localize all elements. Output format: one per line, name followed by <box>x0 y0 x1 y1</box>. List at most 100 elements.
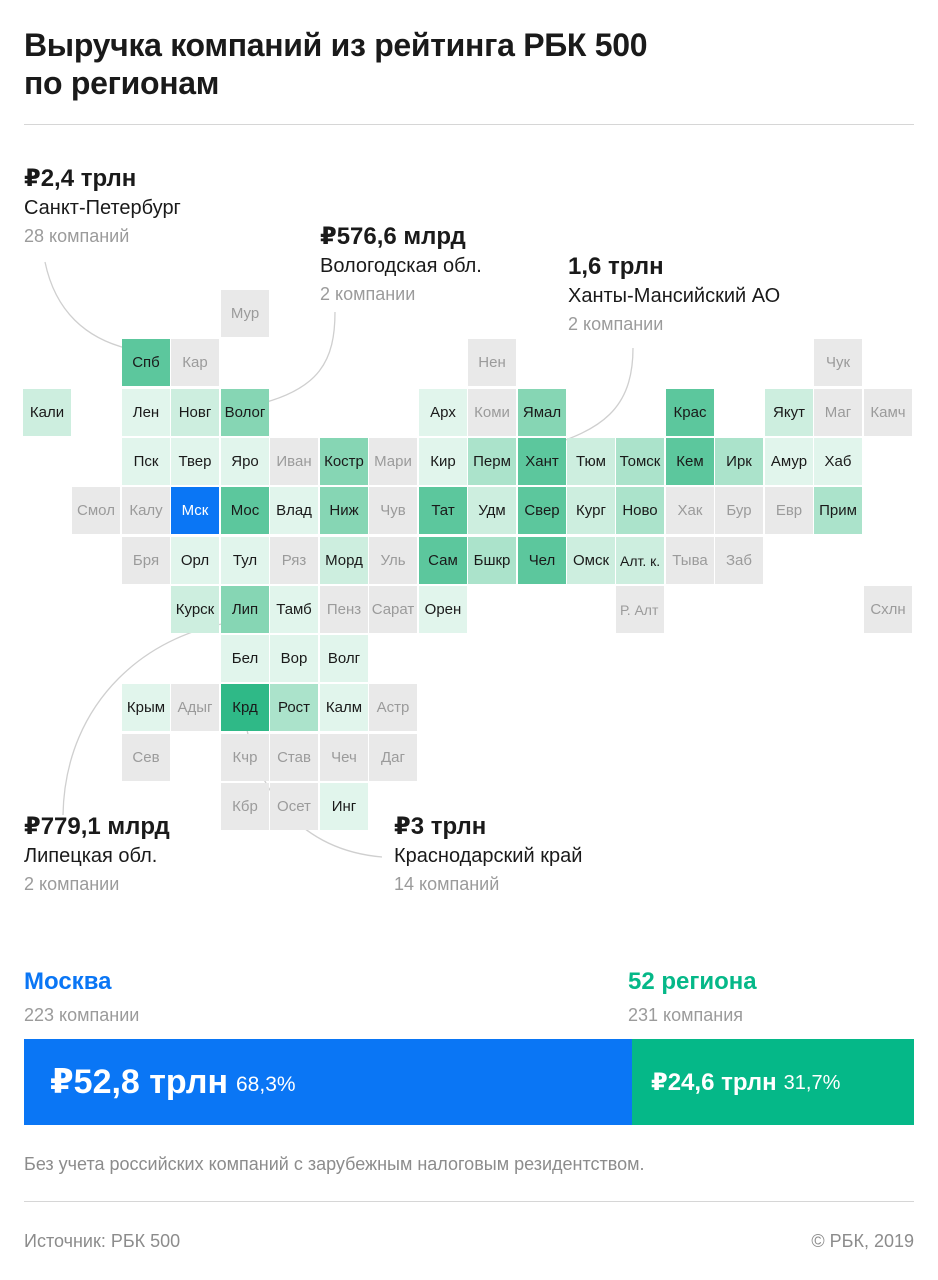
map-tile-удм: Удм <box>468 487 516 534</box>
callout-lipetsk: ₽779,1 млрд Липецкая обл. 2 компании <box>24 812 170 898</box>
regions-revenue-bar: ₽24,6 трлн 31,7% <box>632 1039 914 1125</box>
callout-companies: 2 компании <box>568 314 664 334</box>
map-tile-якут: Якут <box>765 389 813 436</box>
map-tile-кир: Кир <box>419 438 467 485</box>
map-tile-амур: Амур <box>765 438 813 485</box>
map-tile-пенз: Пенз <box>320 586 368 633</box>
map-tile-ирк: Ирк <box>715 438 763 485</box>
regions-summary-companies: 231 компания <box>628 1005 743 1025</box>
map-tile-крым: Крым <box>122 684 170 731</box>
map-tile-яро: Яро <box>221 438 269 485</box>
callout-value: ₽2,4 трлн <box>24 165 137 192</box>
callout-value: ₽576,6 млрд <box>320 223 466 250</box>
map-tile-кем: Кем <box>666 438 714 485</box>
callout-companies: 28 компаний <box>24 226 130 246</box>
bottom-divider <box>24 1201 914 1202</box>
map-tile-тыва: Тыва <box>666 537 714 584</box>
map-tile-кар: Кар <box>171 339 219 386</box>
map-tile-ниж: Ниж <box>320 487 368 534</box>
map-tile-вор: Вор <box>270 635 318 682</box>
map-tile-кали: Кали <box>23 389 71 436</box>
map-tile-став: Став <box>270 734 318 781</box>
map-tile-твер: Твер <box>171 438 219 485</box>
map-tile-хаб: Хаб <box>814 438 862 485</box>
map-tile-калу: Калу <box>122 487 170 534</box>
map-tile-астр: Астр <box>369 684 417 731</box>
callout-krasnodar: ₽3 трлн Краснодарский край 14 компаний <box>394 812 582 898</box>
map-tile-иван: Иван <box>270 438 318 485</box>
map-tile-новг: Новг <box>171 389 219 436</box>
map-tile-бел: Бел <box>221 635 269 682</box>
callout-companies: 14 компаний <box>394 874 500 894</box>
map-tile-р-алт: Р. Алт <box>616 586 664 633</box>
callout-region: Краснодарский край <box>394 845 583 867</box>
map-tile-перм: Перм <box>468 438 516 485</box>
map-tile-калм: Калм <box>320 684 368 731</box>
regions-revenue-value: ₽24,6 трлн <box>651 1068 777 1096</box>
map-tile-осет: Осет <box>270 783 318 830</box>
map-tile-бря: Бря <box>122 537 170 584</box>
map-tile-спб: Спб <box>122 339 170 386</box>
map-tile-лен: Лен <box>122 389 170 436</box>
map-tile-орл: Орл <box>171 537 219 584</box>
map-tile-пск: Пск <box>122 438 170 485</box>
map-tile-алт-к: Алт. к. <box>616 537 664 584</box>
map-tile-кург: Кург <box>567 487 615 534</box>
map-tile-морд: Морд <box>320 537 368 584</box>
copyright: © РБК, 2019 <box>811 1231 914 1251</box>
map-tile-чук: Чук <box>814 339 862 386</box>
callout-companies: 2 компании <box>24 874 120 894</box>
callout-region: Санкт-Петербург <box>24 197 181 219</box>
callout-value: ₽779,1 млрд <box>24 813 170 840</box>
moscow-summary-companies: 223 компании <box>24 1005 140 1025</box>
map-tile-бшкр: Бшкр <box>468 537 516 584</box>
map-tile-курск: Курск <box>171 586 219 633</box>
map-tile-костр: Костр <box>320 438 368 485</box>
map-tile-маг: Маг <box>814 389 862 436</box>
map-tile-мур: Мур <box>221 290 269 337</box>
callout-value: 1,6 трлн <box>568 253 664 280</box>
map-tile-сев: Сев <box>122 734 170 781</box>
map-tile-мск: Мск <box>171 487 219 534</box>
map-tile-свер: Свер <box>518 487 566 534</box>
footnote: Без учета российских компаний с зарубежн… <box>24 1154 645 1174</box>
map-tile-тул: Тул <box>221 537 269 584</box>
map-tile-ряз: Ряз <box>270 537 318 584</box>
map-tile-даг: Даг <box>369 734 417 781</box>
map-tile-тат: Тат <box>419 487 467 534</box>
callout-region: Вологодская обл. <box>320 255 482 277</box>
map-tile-бур: Бур <box>715 487 763 534</box>
map-tile-влад: Влад <box>270 487 318 534</box>
map-tile-хак: Хак <box>666 487 714 534</box>
callout-companies: 2 компании <box>320 284 416 304</box>
map-tile-уль: Уль <box>369 537 417 584</box>
map-tile-крд: Крд <box>221 684 269 731</box>
callout-region: Липецкая обл. <box>24 845 158 867</box>
callout-value: ₽3 трлн <box>394 813 487 840</box>
map-tile-чув: Чув <box>369 487 417 534</box>
map-tile-крас: Крас <box>666 389 714 436</box>
map-tile-тюм: Тюм <box>567 438 615 485</box>
moscow-revenue-percent: 68,3% <box>236 1073 296 1096</box>
callout-region: Ханты-Мансийский АО <box>568 285 781 307</box>
map-tile-евр: Евр <box>765 487 813 534</box>
map-tile-схлн: Схлн <box>864 586 912 633</box>
map-tile-ново: Ново <box>616 487 664 534</box>
map-tile-инг: Инг <box>320 783 368 830</box>
map-tile-рост: Рост <box>270 684 318 731</box>
map-tile-камч: Камч <box>864 389 912 436</box>
top-divider <box>24 124 914 125</box>
map-tile-заб: Заб <box>715 537 763 584</box>
moscow-revenue-value: ₽52,8 трлн <box>50 1063 228 1101</box>
title-line-1: Выручка компаний из рейтинга РБК 500 <box>24 27 648 63</box>
map-tile-адыг: Адыг <box>171 684 219 731</box>
map-tile-прим: Прим <box>814 487 862 534</box>
map-tile-кчр: Кчр <box>221 734 269 781</box>
page-title: Выручка компаний из рейтинга РБК 500 по … <box>24 26 914 102</box>
map-tile-тамб: Тамб <box>270 586 318 633</box>
source-note: Источник: РБК 500 <box>24 1231 181 1251</box>
map-tile-сарат: Сарат <box>369 586 417 633</box>
map-tile-лип: Лип <box>221 586 269 633</box>
regions-revenue-percent: 31,7% <box>783 1072 841 1094</box>
map-tile-волг: Волг <box>320 635 368 682</box>
